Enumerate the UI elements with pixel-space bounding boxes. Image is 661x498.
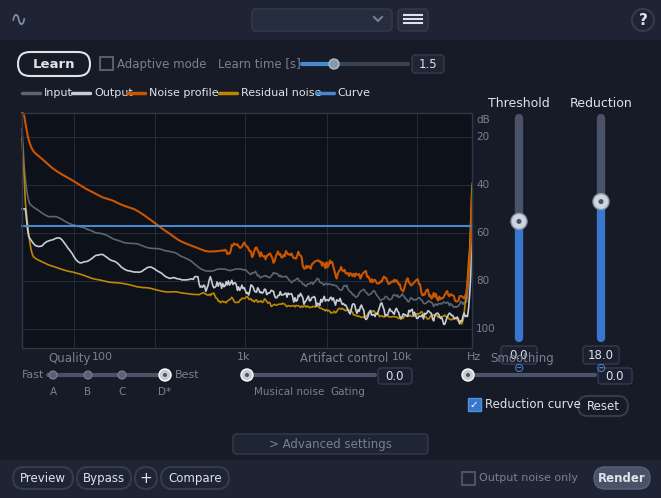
Text: Musical noise: Musical noise bbox=[254, 387, 325, 397]
FancyBboxPatch shape bbox=[77, 467, 131, 489]
Text: Learn: Learn bbox=[33, 57, 75, 71]
Text: 100: 100 bbox=[91, 352, 112, 362]
Text: Compare: Compare bbox=[168, 472, 222, 485]
Circle shape bbox=[241, 369, 253, 381]
Text: Bypass: Bypass bbox=[83, 472, 125, 485]
Text: Input: Input bbox=[44, 88, 73, 98]
Text: 1k: 1k bbox=[237, 352, 251, 362]
Text: Curve: Curve bbox=[338, 88, 371, 98]
Text: 1.5: 1.5 bbox=[418, 57, 438, 71]
Text: D*: D* bbox=[159, 387, 172, 397]
Circle shape bbox=[245, 373, 249, 377]
Text: ?: ? bbox=[639, 12, 647, 27]
Text: 10k: 10k bbox=[392, 352, 412, 362]
Text: Residual noise: Residual noise bbox=[241, 88, 321, 98]
FancyBboxPatch shape bbox=[598, 368, 632, 384]
Text: 0.0: 0.0 bbox=[510, 349, 528, 362]
FancyBboxPatch shape bbox=[161, 467, 229, 489]
Bar bbox=[22, 113, 472, 348]
Text: Render: Render bbox=[598, 472, 646, 485]
Text: Learn time [s]: Learn time [s] bbox=[218, 57, 301, 71]
Text: 40: 40 bbox=[476, 180, 489, 190]
FancyBboxPatch shape bbox=[135, 467, 157, 489]
Text: Smoothing: Smoothing bbox=[490, 352, 554, 365]
FancyBboxPatch shape bbox=[398, 9, 428, 31]
Text: Preview: Preview bbox=[20, 472, 66, 485]
Text: ⊝: ⊝ bbox=[514, 362, 524, 374]
Text: Noise profile: Noise profile bbox=[149, 88, 219, 98]
Text: 0.0: 0.0 bbox=[605, 370, 624, 382]
Circle shape bbox=[49, 371, 57, 379]
Text: 18.0: 18.0 bbox=[588, 349, 614, 362]
Text: 80: 80 bbox=[476, 276, 489, 286]
Text: Artifact control: Artifact control bbox=[300, 352, 389, 365]
Bar bbox=[0, 0, 661, 40]
FancyBboxPatch shape bbox=[378, 368, 412, 384]
Text: Gating: Gating bbox=[330, 387, 365, 397]
Bar bbox=[468, 398, 481, 411]
Text: 60: 60 bbox=[476, 228, 489, 238]
Bar bbox=[22, 113, 472, 348]
Circle shape bbox=[462, 369, 474, 381]
Text: 0.0: 0.0 bbox=[386, 370, 405, 382]
FancyBboxPatch shape bbox=[252, 9, 392, 31]
Circle shape bbox=[329, 59, 339, 69]
Text: Reduction curve: Reduction curve bbox=[485, 397, 581, 410]
Circle shape bbox=[511, 214, 527, 230]
Text: 100: 100 bbox=[476, 324, 496, 334]
Text: ⊝: ⊝ bbox=[596, 362, 606, 374]
Circle shape bbox=[84, 371, 92, 379]
Circle shape bbox=[466, 373, 470, 377]
Text: Best: Best bbox=[175, 370, 200, 380]
Circle shape bbox=[593, 194, 609, 210]
Text: A: A bbox=[50, 387, 57, 397]
Text: +: + bbox=[139, 471, 153, 486]
Text: Hz: Hz bbox=[467, 352, 481, 362]
Text: B: B bbox=[85, 387, 92, 397]
Text: Reset: Reset bbox=[586, 399, 619, 412]
Text: dB: dB bbox=[476, 115, 490, 125]
Text: Threshold: Threshold bbox=[488, 97, 550, 110]
FancyBboxPatch shape bbox=[501, 346, 537, 364]
Circle shape bbox=[598, 199, 603, 204]
Circle shape bbox=[516, 219, 522, 224]
Text: C: C bbox=[118, 387, 126, 397]
Text: Fast: Fast bbox=[22, 370, 44, 380]
FancyBboxPatch shape bbox=[13, 467, 73, 489]
Text: Reduction: Reduction bbox=[570, 97, 633, 110]
Circle shape bbox=[163, 373, 167, 377]
Text: ∿: ∿ bbox=[11, 10, 28, 30]
Bar bbox=[100, 57, 113, 70]
Circle shape bbox=[159, 369, 171, 381]
Text: ✓: ✓ bbox=[469, 399, 479, 409]
Text: 20: 20 bbox=[476, 132, 489, 142]
FancyBboxPatch shape bbox=[412, 55, 444, 73]
Bar bbox=[0, 460, 661, 498]
FancyBboxPatch shape bbox=[583, 346, 619, 364]
Text: Quality: Quality bbox=[49, 352, 91, 365]
Text: > Advanced settings: > Advanced settings bbox=[268, 438, 391, 451]
Text: Output noise only: Output noise only bbox=[479, 473, 578, 483]
FancyBboxPatch shape bbox=[594, 467, 650, 489]
Bar bbox=[462, 472, 475, 485]
Text: Adaptive mode: Adaptive mode bbox=[117, 57, 206, 71]
FancyBboxPatch shape bbox=[233, 434, 428, 454]
Circle shape bbox=[118, 371, 126, 379]
Text: Output: Output bbox=[94, 88, 133, 98]
